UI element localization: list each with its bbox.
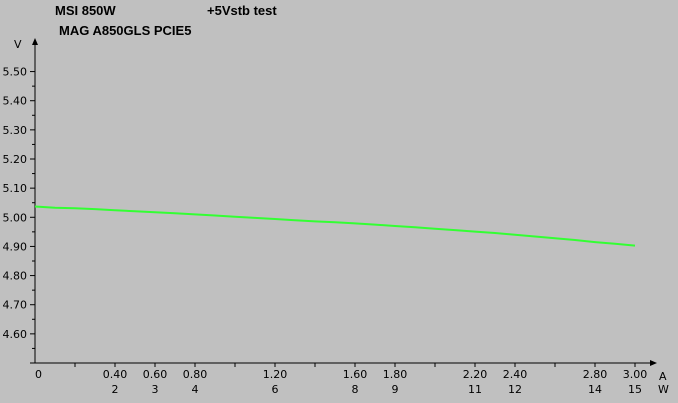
x2-tick-label: 3 [152, 383, 159, 396]
x-tick-label: 1.80 [383, 368, 408, 381]
series-line [34, 205, 636, 247]
x2-tick-label: 8 [352, 383, 359, 396]
y-tick-label: 4.60 [3, 328, 28, 341]
x-tick-label: 1.60 [343, 368, 368, 381]
y-tick-label: 4.80 [3, 270, 28, 283]
ticks: 4.60 4.70 4.80 4.90 5.00 5.10 5.20 5.30 5.40 5.50… [3, 66, 648, 396]
x-tick-label: 2.80 [583, 368, 608, 381]
x2-tick-label: 15 [628, 383, 642, 396]
x-tick-label: 0 [35, 368, 42, 381]
axes [32, 38, 657, 366]
x-tick-label: 0.60 [143, 368, 168, 381]
x-tick-label: 2.40 [503, 368, 528, 381]
x-tick-label: 0.40 [103, 368, 128, 381]
title-line-1: MSI 850W [55, 3, 116, 18]
x-axis-arrow [650, 360, 657, 366]
y-axis-label: V [14, 38, 22, 51]
x2-tick-label: 11 [468, 383, 482, 396]
y-tick-label: 5.10 [3, 182, 28, 195]
x-tick-label: 0.80 [183, 368, 208, 381]
y-tick-label: 4.70 [3, 299, 28, 312]
x2-axis-label: W [658, 383, 669, 396]
x-tick-label: 2.20 [463, 368, 488, 381]
y-tick-label: 5.00 [3, 211, 28, 224]
y-tick-label: 5.20 [3, 153, 28, 166]
y-tick-label: 5.40 [3, 95, 28, 108]
x2-tick-label: 12 [508, 383, 522, 396]
title-line-2: MAG A850GLS PCIE5 [59, 23, 191, 38]
x2-tick-label: 6 [272, 383, 279, 396]
y-tick-label: 5.50 [3, 66, 28, 79]
x2-tick-label: 14 [588, 383, 602, 396]
x2-tick-label: 9 [392, 383, 399, 396]
series-layer [34, 205, 636, 247]
x-tick-label: 3.00 [623, 368, 648, 381]
x-tick-label: 1.20 [263, 368, 288, 381]
y-tick-label: 4.90 [3, 240, 28, 253]
x-axis-label: A [659, 370, 667, 383]
chart-title: +5Vstb test [207, 3, 277, 18]
x2-tick-label: 2 [112, 383, 119, 396]
x2-tick-label: 4 [192, 383, 199, 396]
y-tick-label: 5.30 [3, 124, 28, 137]
y-axis-arrow [32, 38, 38, 45]
